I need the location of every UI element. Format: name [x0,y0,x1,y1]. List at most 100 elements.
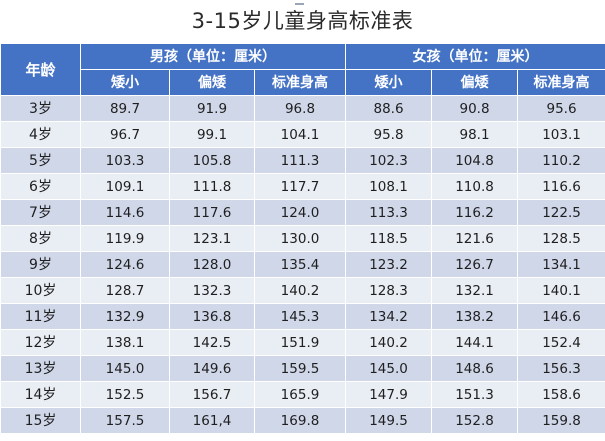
boys-standard-header: 标准身高 [253,69,347,96]
girls-below-average-cell: 151.3 [431,381,519,408]
girls-standard-cell: 134.1 [517,251,605,278]
header-row-groups: 年龄 男孩（单位：厘米） 女孩（单位：厘米） [0,43,605,96]
age-header: 年龄 [0,43,81,96]
girls-standard-cell: 103.1 [517,121,605,148]
boys-below-average-cell: 105.8 [169,147,255,174]
boys-standard-cell: 169.8 [253,407,347,434]
boys-below-average-cell: 123.1 [169,225,255,252]
girls-short-cell: 149.5 [345,407,433,434]
boys-standard-cell: 145.3 [253,303,347,330]
height-standard-table: 年龄 男孩（单位：厘米） 女孩（单位：厘米） 矮小 偏矮 标准身高 矮小 偏矮 … [0,43,605,434]
girls-below-average-cell: 138.2 [431,303,519,330]
girls-below-average-cell: 126.7 [431,251,519,278]
girls-below-average-header: 偏矮 [431,69,519,96]
boys-below-average-cell: 149.6 [169,355,255,382]
table-row: 11岁 132.9 136.8 145.3 134.2 138.2 146.6 [0,303,605,330]
girls-standard-cell: 159.8 [517,407,605,434]
age-cell: 5岁 [0,147,81,174]
table-row: 12岁 138.1 142.5 151.9 140.2 144.1 152.4 [0,329,605,356]
boys-short-cell: 132.9 [80,303,170,330]
girls-short-cell: 147.9 [345,381,433,408]
girls-short-cell: 108.1 [345,173,433,200]
boys-standard-cell: 104.1 [253,121,347,148]
age-cell: 15岁 [0,407,81,434]
boys-below-average-cell: 91.9 [169,95,255,122]
table-body: 3岁 89.7 91.9 96.8 88.6 90.8 95.6 4岁 96.7 99.1 104.… [0,95,605,434]
girls-below-average-cell: 144.1 [431,329,519,356]
boys-short-cell: 128.7 [80,277,170,304]
age-cell: 7岁 [0,199,81,226]
table-row: 6岁 109.1 111.8 117.7 108.1 110.8 116.6 [0,173,605,200]
age-cell: 11岁 [0,303,81,330]
boys-standard-cell: 151.9 [253,329,347,356]
girls-short-cell: 88.6 [345,95,433,122]
title-decoration-mark [295,3,304,5]
girls-below-average-cell: 132.1 [431,277,519,304]
boys-below-average-cell: 161,4 [169,407,255,434]
table-row: 9岁 124.6 128.0 135.4 123.2 126.7 134.1 [0,251,605,278]
boys-below-average-cell: 156.7 [169,381,255,408]
girls-standard-cell: 158.6 [517,381,605,408]
boys-standard-cell: 124.0 [253,199,347,226]
boys-short-cell: 96.7 [80,121,170,148]
girls-short-cell: 145.0 [345,355,433,382]
boys-short-cell: 114.6 [80,199,170,226]
girls-standard-cell: 146.6 [517,303,605,330]
girls-below-average-cell: 121.6 [431,225,519,252]
age-cell: 4岁 [0,121,81,148]
girls-short-cell: 113.3 [345,199,433,226]
boys-short-cell: 138.1 [80,329,170,356]
age-cell: 12岁 [0,329,81,356]
boys-short-cell: 89.7 [80,95,170,122]
girls-below-average-cell: 104.8 [431,147,519,174]
girls-standard-header: 标准身高 [517,69,605,96]
table-row: 3岁 89.7 91.9 96.8 88.6 90.8 95.6 [0,95,605,122]
table-row: 8岁 119.9 123.1 130.0 118.5 121.6 128.5 [0,225,605,252]
age-cell: 10岁 [0,277,81,304]
boys-standard-cell: 96.8 [253,95,347,122]
girls-short-cell: 140.2 [345,329,433,356]
girls-short-header: 矮小 [345,69,433,96]
age-cell: 9岁 [0,251,81,278]
girls-below-average-cell: 110.8 [431,173,519,200]
girls-standard-cell: 156.3 [517,355,605,382]
girls-below-average-cell: 98.1 [431,121,519,148]
age-cell: 8岁 [0,225,81,252]
boys-standard-cell: 111.3 [253,147,347,174]
girls-standard-cell: 110.2 [517,147,605,174]
girls-short-cell: 128.3 [345,277,433,304]
boys-group-header: 男孩（单位：厘米） [79,43,347,70]
table-row: 14岁 152.5 156.7 165.9 147.9 151.3 158.6 [0,381,605,408]
girls-below-average-cell: 152.8 [431,407,519,434]
girls-short-cell: 118.5 [345,225,433,252]
girls-short-cell: 134.2 [345,303,433,330]
table-row: 4岁 96.7 99.1 104.1 95.8 98.1 103.1 [0,121,605,148]
girls-below-average-cell: 148.6 [431,355,519,382]
page-title: 3-15岁儿童身高标准表 [191,9,414,33]
age-cell: 3岁 [0,95,81,122]
boys-standard-cell: 140.2 [253,277,347,304]
girls-short-cell: 95.8 [345,121,433,148]
table-row: 13岁 145.0 149.6 159.5 145.0 148.6 156.3 [0,355,605,382]
table-row: 10岁 128.7 132.3 140.2 128.3 132.1 140.1 [0,277,605,304]
girls-below-average-cell: 116.2 [431,199,519,226]
boys-below-average-header: 偏矮 [169,69,255,96]
boys-below-average-cell: 128.0 [169,251,255,278]
boys-below-average-cell: 136.8 [169,303,255,330]
girls-group-header: 女孩（单位：厘米） [345,43,605,70]
table-row: 7岁 114.6 117.6 124.0 113.3 116.2 122.5 [0,199,605,226]
age-cell: 13岁 [0,355,81,382]
boys-below-average-cell: 99.1 [169,121,255,148]
girls-short-cell: 123.2 [345,251,433,278]
girls-short-cell: 102.3 [345,147,433,174]
girls-standard-cell: 95.6 [517,95,605,122]
boys-short-cell: 109.1 [80,173,170,200]
boys-standard-cell: 165.9 [253,381,347,408]
boys-short-header: 矮小 [80,69,170,96]
boys-below-average-cell: 132.3 [169,277,255,304]
boys-short-cell: 124.6 [80,251,170,278]
boys-standard-cell: 117.7 [253,173,347,200]
girls-standard-cell: 128.5 [517,225,605,252]
header-row-columns: 矮小 偏矮 标准身高 矮小 偏矮 标准身高 [1,69,605,96]
boys-standard-cell: 159.5 [253,355,347,382]
